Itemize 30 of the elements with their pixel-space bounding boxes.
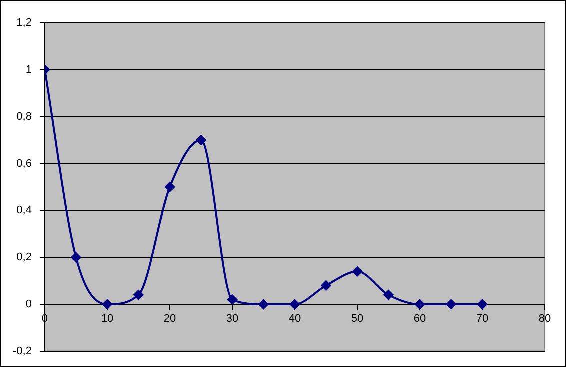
y-tick-label: 0,6 [16,158,32,170]
point [290,299,300,310]
point [227,294,238,305]
x-tick-label: 50 [351,313,364,326]
point [71,252,82,263]
x-tick-label: 70 [476,313,489,326]
y-tick-label: 0 [26,298,32,311]
y-tick-label: 0,8 [16,110,32,123]
y-tick-label: 1 [26,64,32,76]
point [414,299,425,310]
y-tick-label: -0,2 [12,345,32,358]
y-tick-label: 0,4 [16,204,32,217]
x-tick-label: 10 [101,313,114,326]
point [196,135,206,146]
point [352,266,362,277]
x-tick-label: 40 [288,313,302,326]
y-tick-label: 1,2 [16,17,32,30]
point [164,182,175,192]
point [321,280,332,291]
point [384,290,394,300]
x-tick-label: 60 [414,313,426,326]
y-tick-label: 0,2 [16,252,32,264]
point [102,299,112,310]
x-tick-label: 30 [226,313,239,326]
x-tick-label: 80 [538,313,552,326]
x-tick-label: 20 [164,313,176,326]
point [477,299,488,310]
point [258,299,269,310]
point [134,290,144,300]
point [446,299,456,310]
